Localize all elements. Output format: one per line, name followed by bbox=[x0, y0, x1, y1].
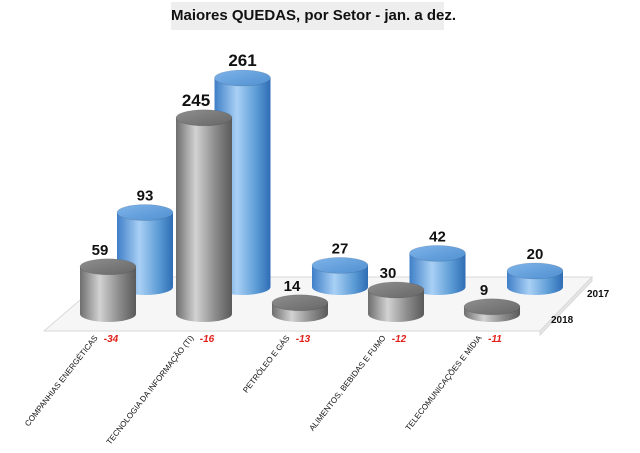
difference-label-2: -16 bbox=[200, 334, 215, 345]
bar-2018-3 bbox=[271, 294, 329, 322]
difference-label-3: -13 bbox=[296, 334, 311, 345]
series-label-2018: 2018 bbox=[551, 315, 574, 326]
bar-2017-5 bbox=[506, 262, 564, 295]
bar-2018-4 bbox=[367, 281, 425, 322]
category-label-5: TELECOMUNICAÇÕES E MÍDIA bbox=[404, 333, 484, 432]
category-label-3: PETRÓLEO E GÁS bbox=[241, 334, 291, 395]
difference-label-5: -11 bbox=[488, 334, 502, 345]
value-label-2018-1: 59 bbox=[92, 242, 109, 259]
bar-2017-3 bbox=[311, 257, 369, 295]
bar-2017-4 bbox=[409, 245, 466, 295]
category-label-2: TECNOLOGIA DA INFORMAÇÃO (TI) bbox=[105, 333, 196, 446]
difference-label-4: -12 bbox=[392, 334, 407, 345]
chart-title: Maiores QUEDAS, por Setor - jan. a dez. bbox=[171, 2, 456, 30]
difference-label-1: -34 bbox=[104, 334, 119, 345]
value-label-2017-3: 27 bbox=[332, 240, 349, 257]
category-label-4: ALIMENTOS, BEBIDAS E FUMO bbox=[307, 334, 387, 433]
value-label-2017-2: 261 bbox=[228, 51, 256, 70]
value-label-2018-2: 245 bbox=[182, 91, 210, 110]
value-label-2018-4: 30 bbox=[380, 265, 397, 282]
value-label-2017-5: 20 bbox=[527, 246, 544, 263]
series-label-2017: 2017 bbox=[587, 289, 610, 300]
value-label-2017-1: 93 bbox=[137, 188, 154, 205]
bar-2018-2 bbox=[175, 109, 233, 323]
category-label-1: COMPANHIAS ENERGÉTICAS bbox=[23, 334, 100, 428]
bar-2018-5 bbox=[463, 298, 521, 322]
value-label-2018-5: 9 bbox=[480, 282, 488, 299]
value-label-2018-3: 14 bbox=[284, 278, 301, 295]
bar-2018-1 bbox=[79, 258, 137, 322]
value-label-2017-4: 42 bbox=[429, 228, 446, 245]
chart-floor-edge bbox=[539, 275, 593, 337]
